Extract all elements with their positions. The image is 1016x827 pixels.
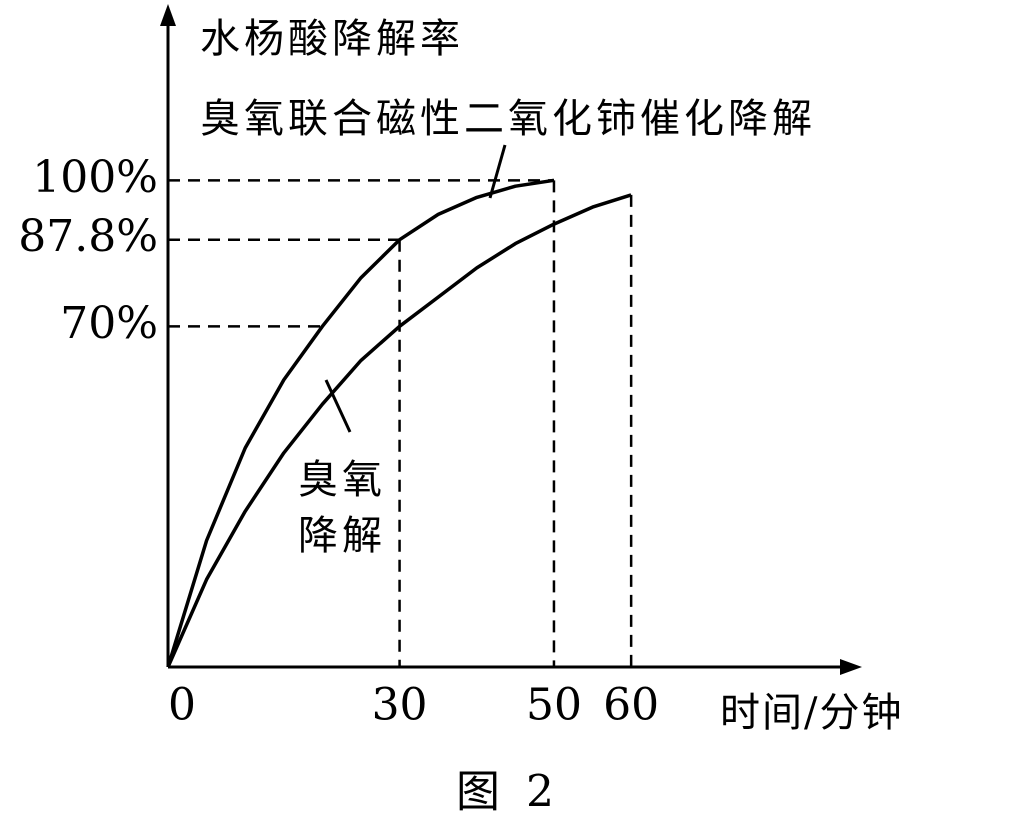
x-tick-label: 50	[526, 680, 582, 731]
leader-line	[488, 144, 507, 199]
x-axis-arrow	[840, 659, 862, 675]
y-tick-label: 100%	[32, 152, 158, 203]
leader-line	[324, 379, 352, 433]
x-tick-label: 60	[603, 680, 659, 731]
series-label: 臭氧联合磁性二氧化铈催化降解	[200, 96, 816, 142]
x-tick-label: 30	[372, 680, 428, 731]
series-label: 臭氧降解	[298, 457, 386, 559]
x-axis-label: 时间/分钟	[720, 690, 903, 736]
caption: 图 2	[456, 767, 560, 818]
y-tick-label: 87.8%	[18, 211, 158, 262]
y-axis-arrow	[160, 4, 176, 26]
curve	[166, 193, 632, 668]
y-tick-label: 70%	[60, 298, 158, 349]
x-tick-label: 0	[168, 680, 196, 731]
curve	[166, 178, 555, 668]
y-axis-label: 水杨酸降解率	[200, 16, 464, 62]
